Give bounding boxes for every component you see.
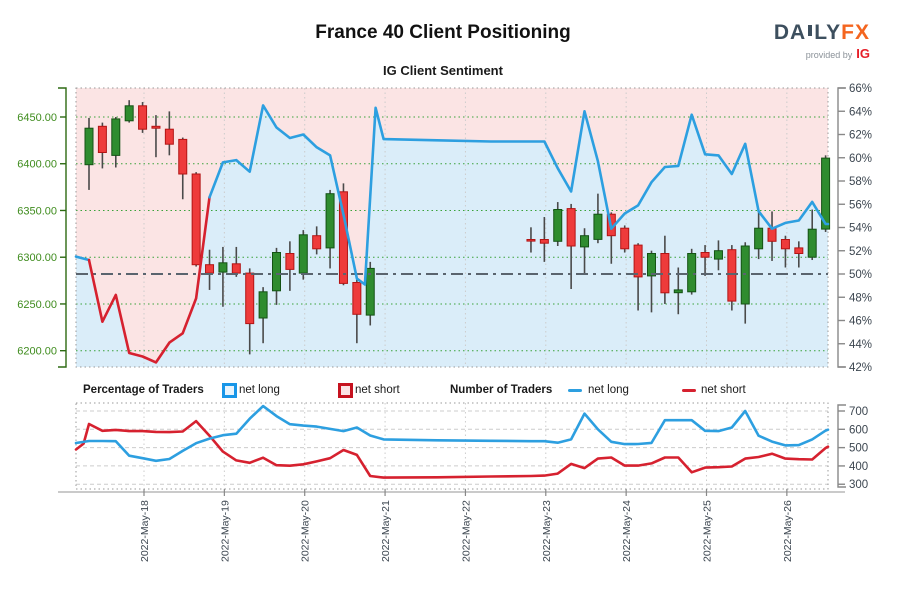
svg-text:46%: 46% <box>849 316 872 328</box>
legend-pct-netshort-swatch <box>338 381 353 399</box>
svg-text:52%: 52% <box>849 246 872 258</box>
legend-num-netshort-swatch <box>682 381 696 399</box>
svg-text:60%: 60% <box>849 153 872 165</box>
chart-subtitle: IG Client Sentiment <box>383 63 503 78</box>
page-title: France 40 Client Positioning <box>315 22 571 43</box>
svg-text:2022-May-19: 2022-May-19 <box>219 500 231 562</box>
svg-text:400: 400 <box>849 461 868 473</box>
dailyfx-wordmark: DA LYFX <box>774 22 870 43</box>
svg-text:64%: 64% <box>849 106 872 118</box>
legend-num-netshort-label: net short <box>701 384 746 396</box>
svg-text:48%: 48% <box>849 292 872 304</box>
brand-i-bar-icon <box>808 23 813 40</box>
date-axis: 2022-May-18 2022-May-19 2022-May-20 2022-Ma… <box>58 489 845 562</box>
traders-count-chart: 700 600 500 400 300 <box>74 402 868 491</box>
legend-pct-netshort-label: net short <box>355 384 400 396</box>
net-long-dash-icon <box>568 388 582 392</box>
svg-text:2022-May-26: 2022-May-26 <box>782 500 794 562</box>
net-short-count-line <box>74 419 830 479</box>
svg-text:50%: 50% <box>849 269 872 281</box>
svg-text:600: 600 <box>849 424 868 436</box>
svg-text:2022-May-20: 2022-May-20 <box>300 500 312 562</box>
sentiment-fills <box>76 88 828 368</box>
svg-text:56%: 56% <box>849 199 872 211</box>
legend-num-netlong-label: net long <box>588 384 629 396</box>
brand-ly-text: LY <box>814 21 842 44</box>
svg-text:6300.00: 6300.00 <box>17 252 57 264</box>
svg-text:6450.00: 6450.00 <box>17 112 57 124</box>
svg-text:2022-May-21: 2022-May-21 <box>380 500 392 562</box>
svg-text:300: 300 <box>849 479 868 491</box>
brand-fx-text: FX <box>841 21 870 44</box>
svg-text:54%: 54% <box>849 223 872 235</box>
dailyfx-logo: DA LYFX provided by IG <box>774 22 870 60</box>
svg-text:44%: 44% <box>849 339 872 351</box>
svg-text:2022-May-24: 2022-May-24 <box>621 500 633 562</box>
net-long-square-icon <box>222 382 237 398</box>
legend-pct-netlong-swatch <box>222 381 237 399</box>
svg-text:6250.00: 6250.00 <box>17 299 57 311</box>
svg-text:58%: 58% <box>849 176 872 188</box>
provided-by-line: provided by IG <box>774 47 870 60</box>
svg-text:6400.00: 6400.00 <box>17 159 57 171</box>
svg-text:500: 500 <box>849 443 868 455</box>
legend-pct-netlong-label: net long <box>239 384 280 396</box>
svg-text:2022-May-18: 2022-May-18 <box>139 500 151 562</box>
brand-daily-text: DA <box>773 21 807 44</box>
net-short-square-icon <box>338 382 353 398</box>
svg-text:2022-May-22: 2022-May-22 <box>460 500 472 562</box>
legend-num-netlong-swatch <box>568 381 582 399</box>
chart-legend: Percentage of Traders net long net short… <box>0 381 900 399</box>
svg-text:2022-May-23: 2022-May-23 <box>541 500 553 562</box>
percent-axis: 66% 64% 62% 60% 58% 56% 54% 52% 50% 48% 46% 44% 42% <box>837 83 872 374</box>
svg-text:6350.00: 6350.00 <box>17 205 57 217</box>
svg-text:2022-May-25: 2022-May-25 <box>701 500 713 562</box>
svg-text:66%: 66% <box>849 83 872 95</box>
legend-num-header: Number of Traders <box>450 384 553 396</box>
svg-text:62%: 62% <box>849 130 872 142</box>
svg-text:700: 700 <box>849 406 868 418</box>
provided-by-text: provided by <box>805 50 853 60</box>
legend-pct-header: Percentage of Traders <box>83 384 204 396</box>
sentiment-line <box>74 104 830 364</box>
svg-text:42%: 42% <box>849 362 872 374</box>
svg-text:6200.00: 6200.00 <box>17 346 57 358</box>
ig-logo: IG <box>856 46 870 61</box>
price-axis: 6450.00 6400.00 6350.00 6300.00 6250.00 6200.… <box>17 87 67 368</box>
net-long-count-line <box>74 404 830 463</box>
net-short-dash-icon <box>682 388 696 392</box>
